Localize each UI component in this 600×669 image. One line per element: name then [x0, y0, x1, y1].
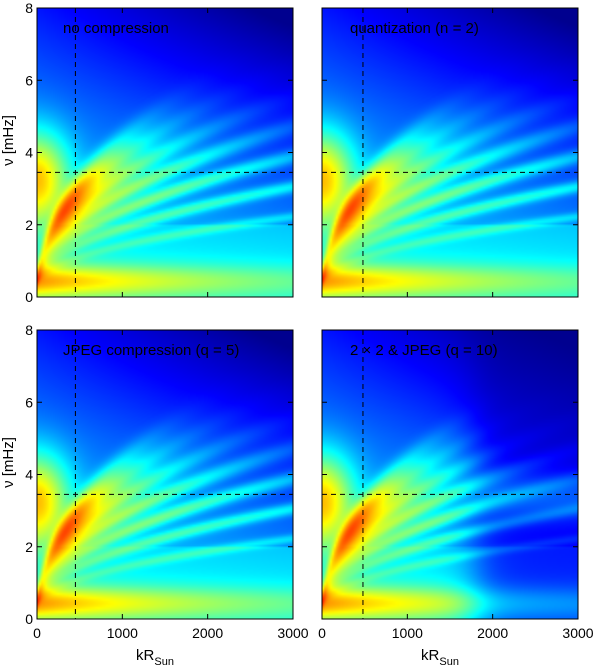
- x-axis-title: kRSun: [421, 647, 459, 668]
- y-tick-label: 0: [25, 289, 33, 305]
- x-tick-label: 3000: [277, 625, 308, 641]
- y-axis-title: ν [mHz]: [0, 437, 17, 488]
- y-tick-label: 0: [25, 611, 33, 627]
- heatmap-image: [37, 330, 293, 619]
- y-tick-label: 6: [25, 394, 33, 410]
- x-tick-label: 2000: [477, 625, 508, 641]
- y-axis-title: ν [mHz]: [0, 115, 17, 166]
- x-tick-label: 2000: [192, 625, 223, 641]
- x-axis-title: kRSun: [136, 647, 174, 668]
- x-tick-label: 1000: [392, 625, 423, 641]
- panel-3: 0 1000 2000 3000 0 2 4 6 8 JPEG compression (q = …: [0, 322, 309, 668]
- x-tick-label: 0: [318, 625, 326, 641]
- x-tick-label: 0: [33, 625, 41, 641]
- y-tick-label: 8: [25, 322, 33, 338]
- panel-title: JPEG compression (q = 5): [63, 342, 239, 359]
- y-tick-label: 2: [25, 217, 33, 233]
- y-tick-label: 8: [25, 0, 33, 16]
- panel-1: 0 2 4 6 8 no compression ν [mHz]: [0, 0, 294, 305]
- x-tick-label: 3000: [562, 625, 593, 641]
- heatmap-image: [37, 8, 293, 297]
- panel-title: 2 × 2 & JPEG (q = 10): [350, 342, 498, 359]
- x-axis-title-subscript: Sun: [154, 656, 174, 668]
- panel-2: quantization (n = 2): [321, 7, 579, 298]
- y-tick-label: 4: [25, 145, 33, 161]
- x-axis-title-subscript: Sun: [439, 656, 459, 668]
- heatmap-image: [322, 8, 578, 297]
- y-tick-label: 2: [25, 539, 33, 555]
- panel-title: no compression: [63, 20, 169, 37]
- panel-4: 0 1000 2000 3000 2 × 2 & JPEG (q = 10) kRSun: [318, 329, 594, 668]
- panel-title: quantization (n = 2): [350, 20, 479, 37]
- y-tick-label: 6: [25, 72, 33, 88]
- heatmap-image: [322, 330, 578, 619]
- x-tick-label: 1000: [107, 625, 138, 641]
- y-tick-label: 4: [25, 467, 33, 483]
